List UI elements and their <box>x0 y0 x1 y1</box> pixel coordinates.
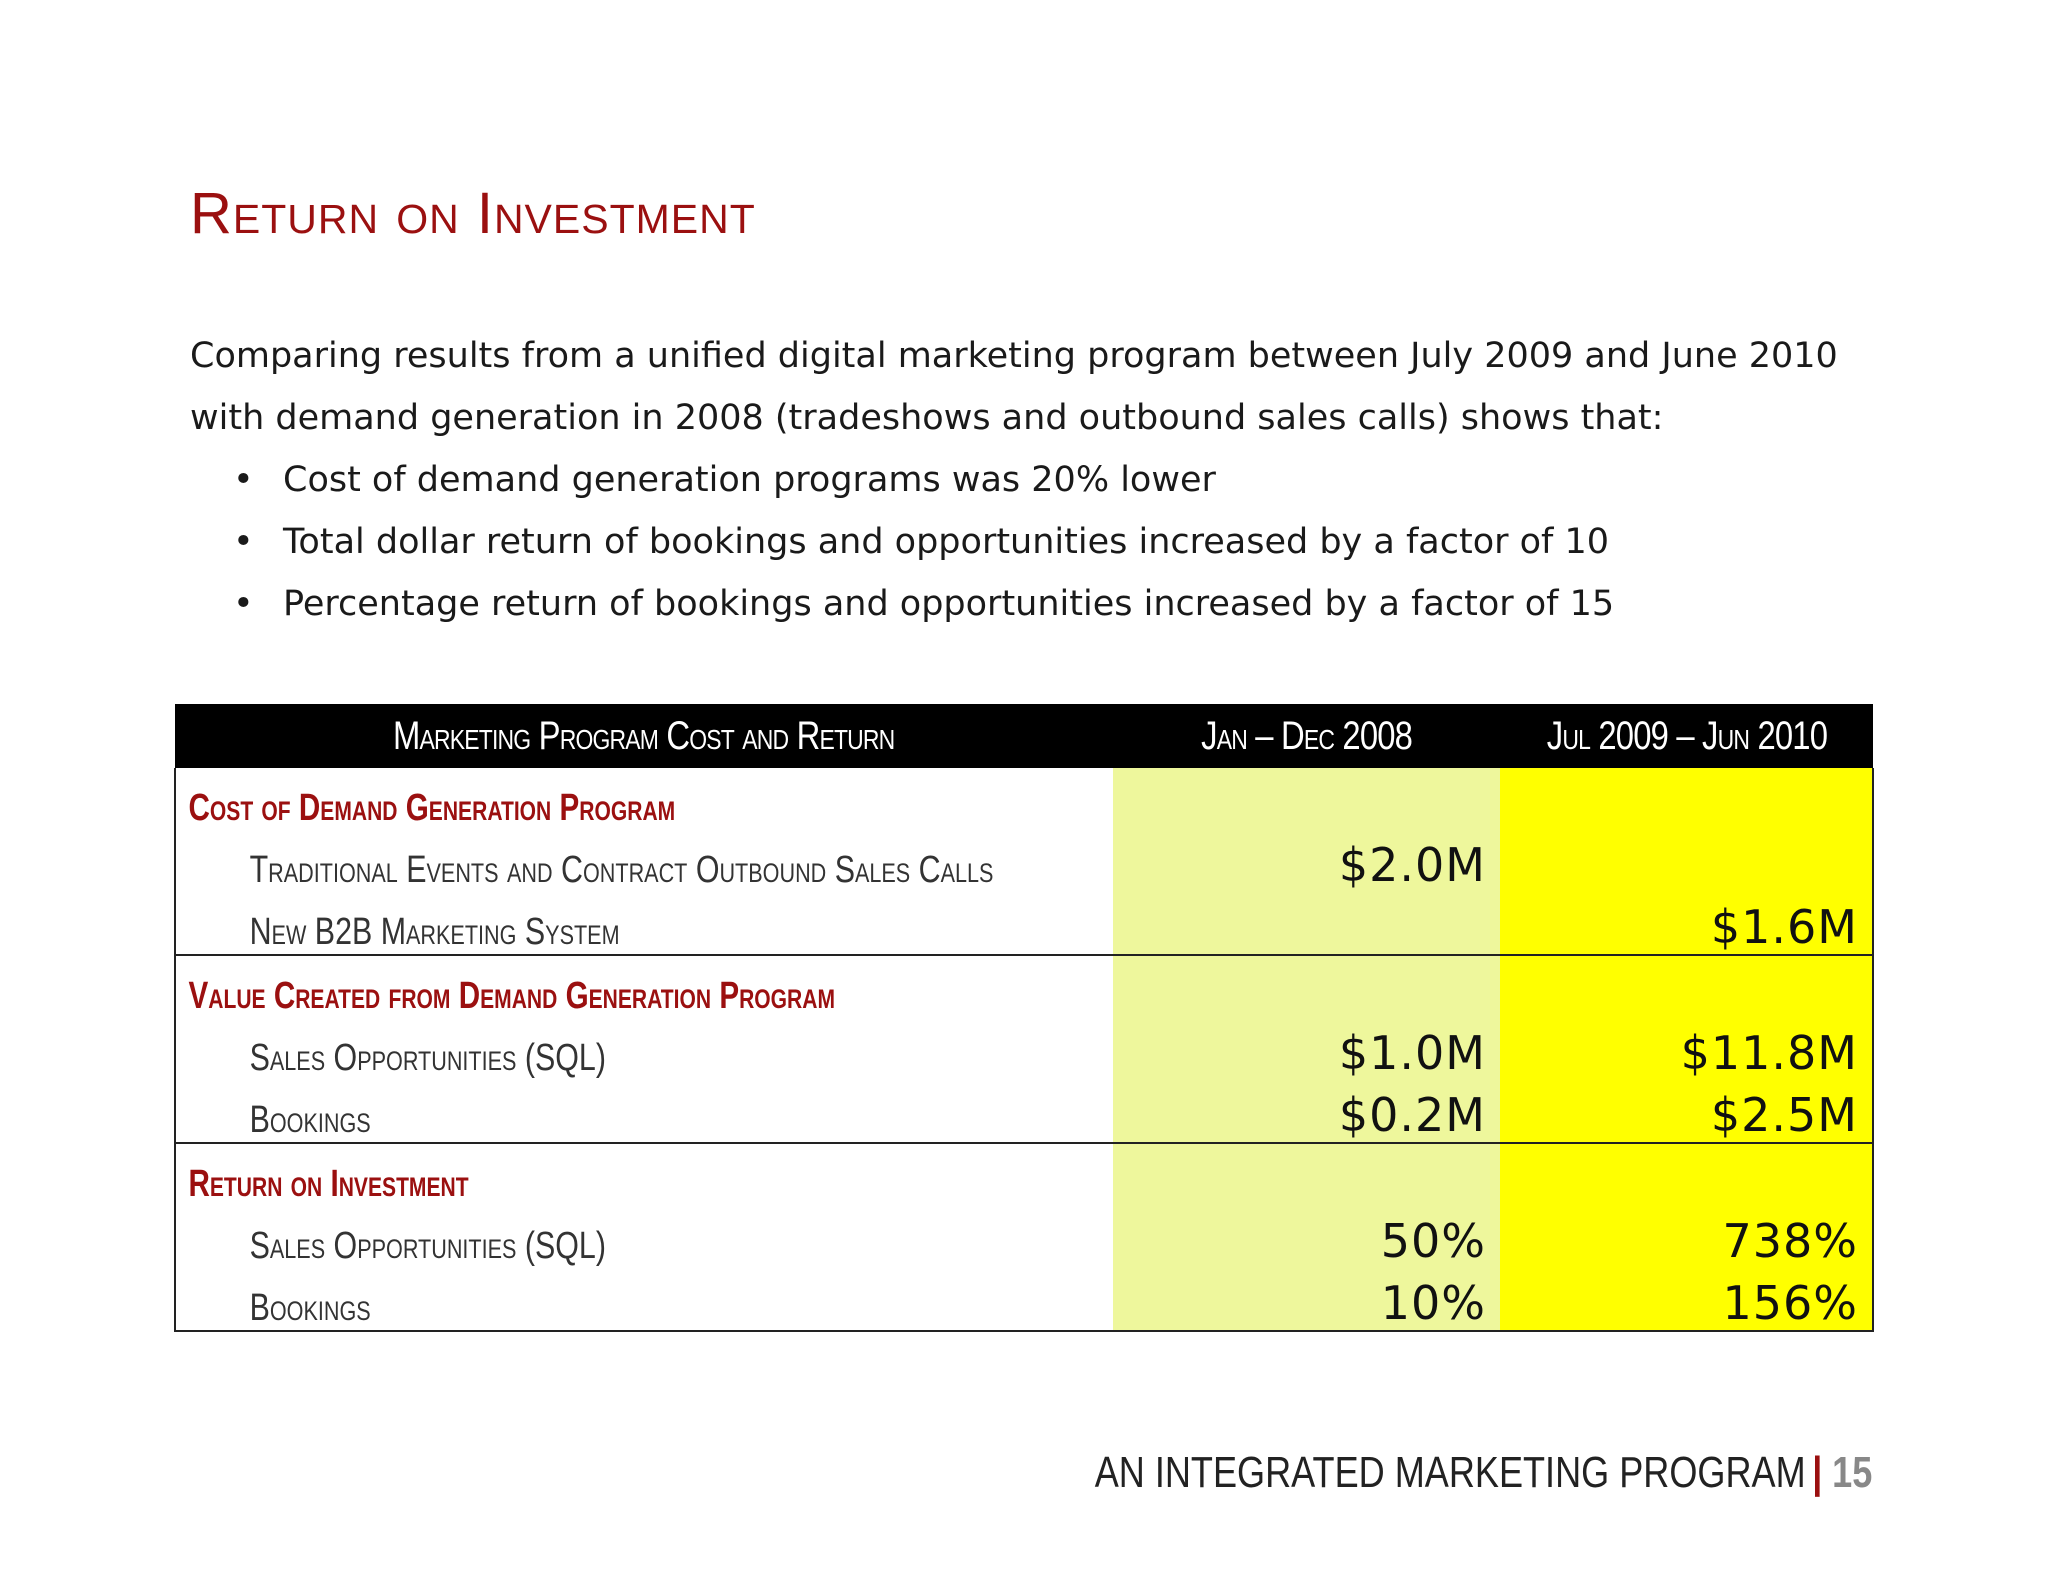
table-header-row: Marketing Program Cost and Return Jan – … <box>175 704 1873 768</box>
row-label: Traditional Events and Contract Outbound… <box>249 849 994 891</box>
footer-text: AN INTEGRATED MARKETING PROGRAM <box>1094 1448 1806 1497</box>
value-2008: 50% <box>1380 1214 1486 1268</box>
row-label: New B2B Marketing System <box>249 911 620 953</box>
row-label: Sales Opportunities (SQL) <box>249 1225 606 1267</box>
bullet-item: • Total dollar return of bookings and opp… <box>233 511 1910 573</box>
section-label: Return on Investment <box>188 1163 469 1205</box>
intro-block: Comparing results from a unified digital… <box>190 325 1910 635</box>
section-label: Cost of Demand Generation Program <box>188 787 676 829</box>
table-row: Sales Opportunities (SQL) 50% 738% <box>174 1206 1874 1268</box>
table-row: Bookings 10% 156% <box>174 1268 1874 1332</box>
bullet-glyph: • <box>233 460 254 500</box>
section-label: Value Created from Demand Generation Pro… <box>188 975 836 1017</box>
page-number: 15 <box>1831 1448 1872 1497</box>
value-2010: $1.6M <box>1710 900 1858 954</box>
bullet-item: • Percentage return of bookings and oppor… <box>233 573 1910 635</box>
bullet-text: Cost of demand generation programs was 2… <box>283 460 1216 500</box>
table-row: New B2B Marketing System $1.6M <box>174 892 1874 956</box>
bullet-text: Total dollar return of bookings and oppo… <box>283 522 1610 562</box>
section-row: Cost of Demand Generation Program <box>174 768 1874 830</box>
section-row: Value Created from Demand Generation Pro… <box>174 955 1874 1018</box>
page-title: Return on Investment <box>190 181 756 246</box>
table-row: Sales Opportunities (SQL) $1.0M $11.8M <box>174 1018 1874 1080</box>
bullet-list: • Cost of demand generation programs was … <box>190 449 1910 635</box>
header-2010: Jul 2009 – Jun 2010 <box>1500 704 1873 768</box>
value-2010: 156% <box>1722 1276 1858 1330</box>
header-program: Marketing Program Cost and Return <box>175 704 1113 768</box>
table-row: Traditional Events and Contract Outbound… <box>174 830 1874 892</box>
roi-table-wrapper: Marketing Program Cost and Return Jan – … <box>174 704 1874 1332</box>
value-2008: $1.0M <box>1338 1026 1486 1080</box>
bullet-item: • Cost of demand generation programs was … <box>233 449 1910 511</box>
roi-table: Marketing Program Cost and Return Jan – … <box>174 704 1874 1332</box>
intro-paragraph: Comparing results from a unified digital… <box>190 336 1838 438</box>
row-label: Bookings <box>249 1099 371 1141</box>
row-label: Sales Opportunities (SQL) <box>249 1037 606 1079</box>
value-2008: $2.0M <box>1338 838 1486 892</box>
table-row: Bookings $0.2M $2.5M <box>174 1080 1874 1144</box>
header-2008: Jan – Dec 2008 <box>1113 704 1500 768</box>
bullet-glyph: • <box>233 584 254 624</box>
page-footer: AN INTEGRATED MARKETING PROGRAM | 15 <box>924 1448 1872 1498</box>
bullet-glyph: • <box>233 522 254 562</box>
row-label: Bookings <box>249 1287 371 1329</box>
value-2010: $2.5M <box>1710 1088 1858 1142</box>
footer-separator: | <box>1811 1448 1823 1497</box>
section-row: Return on Investment <box>174 1143 1874 1206</box>
value-2010: 738% <box>1722 1214 1858 1268</box>
value-2008: 10% <box>1380 1276 1486 1330</box>
value-2010: $11.8M <box>1680 1026 1858 1080</box>
bullet-text: Percentage return of bookings and opport… <box>283 584 1615 624</box>
value-2008: $0.2M <box>1338 1088 1486 1142</box>
